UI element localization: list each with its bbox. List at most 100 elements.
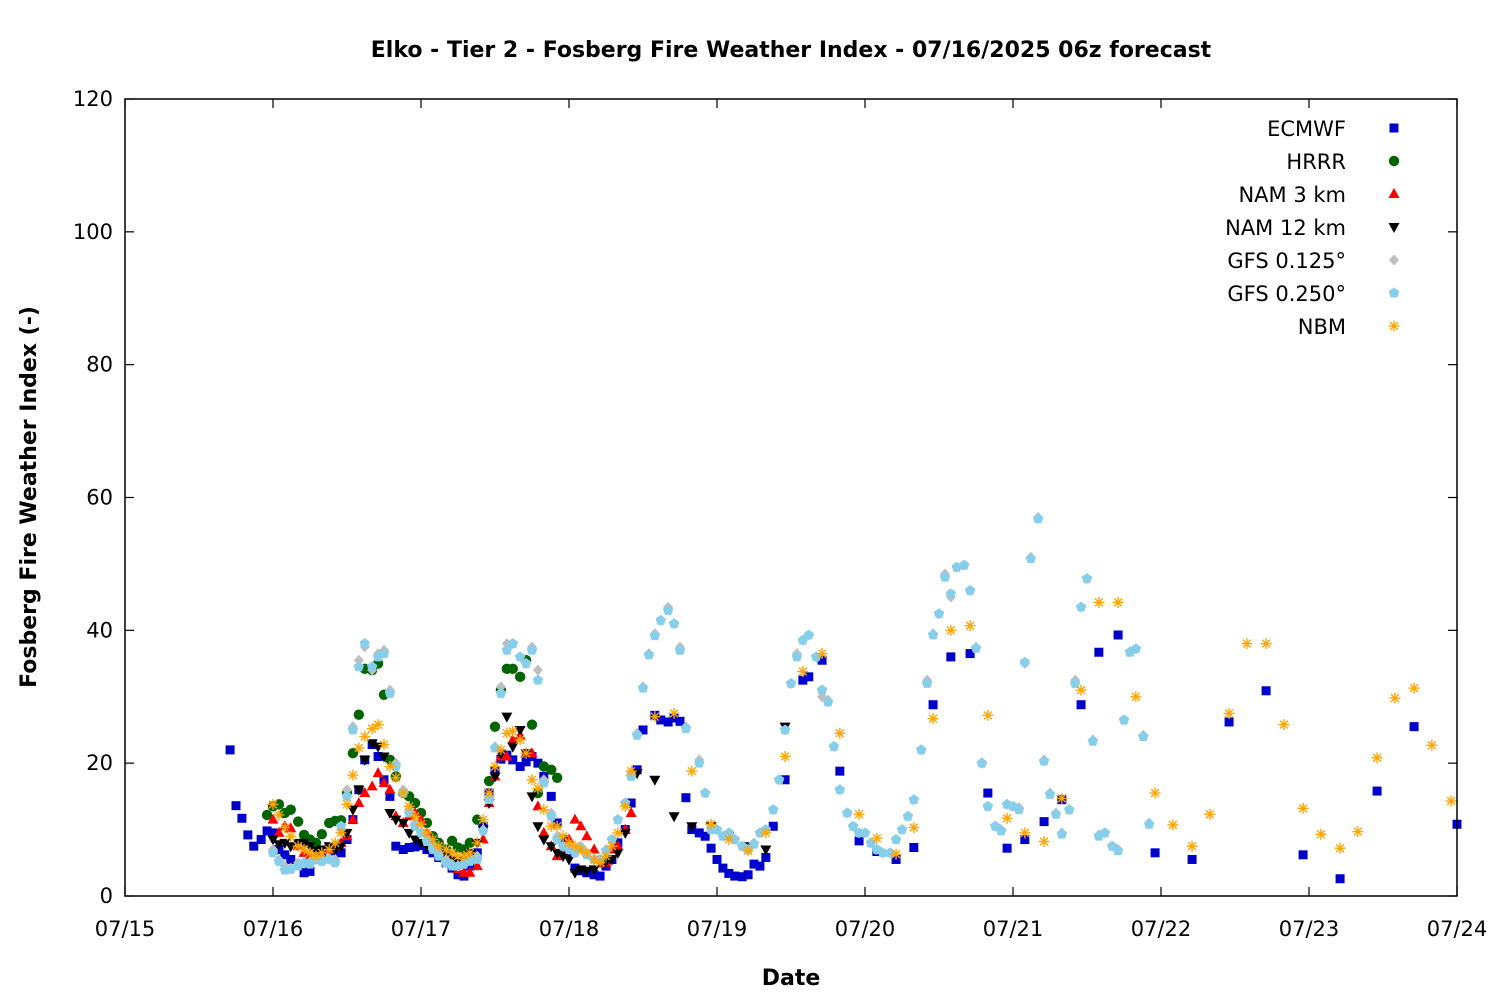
data-point (329, 845, 341, 856)
data-point (464, 837, 476, 849)
data-point (353, 709, 365, 720)
legend-marker (1389, 254, 1399, 266)
data-point (299, 868, 309, 878)
data-point (551, 772, 563, 783)
data-point (231, 801, 241, 811)
data-point (515, 761, 525, 771)
data-point (723, 834, 735, 846)
data-point (489, 721, 501, 732)
data-point (532, 674, 544, 685)
data-point (261, 809, 273, 821)
x-tick-label: 07/15 (95, 917, 156, 941)
data-point (755, 861, 765, 871)
data-point (514, 725, 526, 736)
data-point (285, 830, 297, 842)
data-point (1445, 795, 1457, 807)
data-point (403, 828, 415, 839)
data-point (335, 842, 347, 853)
data-point (749, 859, 759, 869)
data-point (686, 822, 698, 833)
data-point (983, 788, 993, 798)
data-point (1032, 513, 1044, 524)
data-point (668, 812, 680, 823)
data-point (612, 814, 624, 825)
data-point (342, 784, 352, 796)
data-point (366, 723, 378, 735)
data-point (976, 757, 988, 768)
y-tick-label: 80 (86, 353, 113, 377)
legend-label: GFS 0.125° (1227, 249, 1346, 273)
data-point (1130, 691, 1142, 703)
data-point (569, 813, 581, 824)
data-point (262, 826, 272, 836)
data-point (606, 855, 618, 866)
data-point (465, 861, 475, 871)
data-point (1149, 787, 1161, 799)
data-point (1204, 808, 1216, 820)
data-point (353, 742, 365, 754)
data-point (520, 747, 532, 759)
data-point (1334, 842, 1346, 854)
data-point (877, 847, 888, 858)
data-point (581, 866, 593, 877)
data-point (964, 620, 976, 632)
data-point (612, 840, 624, 851)
data-point (378, 777, 390, 788)
data-point (1315, 828, 1327, 840)
data-point (1187, 854, 1197, 864)
data-point (267, 847, 279, 858)
data-point (1064, 804, 1075, 815)
data-point (507, 725, 519, 737)
data-point (1001, 812, 1013, 824)
data-point (267, 798, 279, 810)
data-point (928, 700, 938, 710)
data-point (680, 723, 692, 734)
data-point (865, 837, 877, 848)
data-point (890, 834, 902, 844)
data-point (908, 794, 920, 805)
data-point (304, 847, 316, 859)
data-point (817, 655, 827, 665)
data-point (575, 844, 587, 856)
data-point (1025, 553, 1036, 564)
x-tick-label: 07/24 (1427, 917, 1488, 941)
data-point (662, 604, 674, 615)
y-axis-title: Fosberg Fire Weather Index (-) (17, 306, 42, 688)
data-point (521, 757, 531, 767)
legend-marker (1389, 123, 1399, 133)
data-point (649, 775, 661, 786)
data-point (656, 715, 666, 725)
data-point (1352, 826, 1364, 838)
data-point (637, 682, 649, 693)
data-point (384, 783, 396, 794)
data-point (1081, 573, 1093, 583)
legend: ECMWF HRRR NAM 3 km NAM 12 km GFS 0.125° GFS … (1225, 117, 1400, 339)
data-point (347, 813, 359, 824)
data-point (464, 847, 476, 859)
data-point (1019, 827, 1031, 839)
data-point (557, 852, 569, 863)
chart-title: Elko - Tier 2 - Fosberg Fire Weather Ind… (371, 38, 1212, 63)
data-point (921, 677, 933, 688)
data-point (705, 818, 717, 830)
data-point (619, 800, 631, 812)
legend-marker (1388, 155, 1400, 167)
legend-marker (1388, 320, 1400, 332)
data-point (256, 835, 266, 845)
data-point (532, 664, 543, 676)
data-point (625, 806, 637, 817)
data-point (1335, 874, 1345, 884)
data-point (532, 800, 544, 811)
data-point (768, 821, 778, 831)
x-tick-label: 07/17 (391, 917, 452, 941)
data-point (896, 824, 908, 835)
data-point (353, 785, 365, 796)
data-point (298, 838, 310, 849)
data-point (471, 860, 483, 871)
data-point (409, 797, 421, 809)
data-point (286, 854, 296, 864)
data-point (378, 752, 390, 763)
data-point (1298, 850, 1308, 860)
data-point (514, 734, 526, 746)
data-point (267, 835, 279, 846)
